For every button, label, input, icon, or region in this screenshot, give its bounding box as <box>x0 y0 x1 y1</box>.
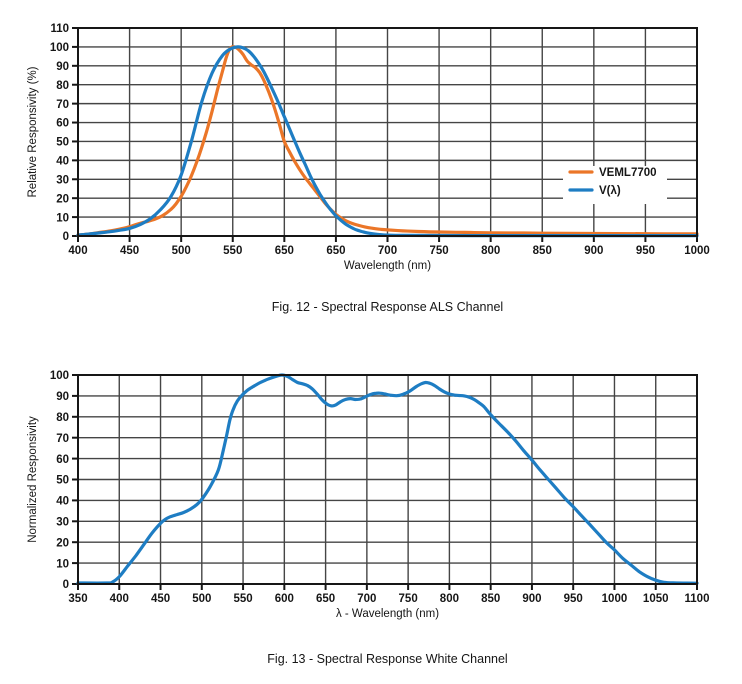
y-tick-label: 50 <box>56 137 69 149</box>
x-tick-label: 900 <box>522 593 541 605</box>
x-tick-label: 750 <box>429 245 448 257</box>
y-axis-title: Relative Responsivity (%) <box>27 66 39 197</box>
y-tick-label: 0 <box>63 231 69 243</box>
x-tick-label: 400 <box>68 245 87 257</box>
x-tick-label: 750 <box>399 593 418 605</box>
x-tick-label: 400 <box>110 593 129 605</box>
y-tick-label: 50 <box>56 475 69 487</box>
y-tick-label: 100 <box>50 42 69 54</box>
x-axis-title: λ - Wavelength (nm) <box>336 608 439 620</box>
y-tick-label: 70 <box>56 433 69 445</box>
x-tick-label: 350 <box>68 593 87 605</box>
x-tick-label: 1000 <box>602 593 628 605</box>
y-tick-label: 90 <box>56 391 69 403</box>
y-tick-label: 0 <box>63 579 69 591</box>
legend-label: V(λ) <box>599 185 621 197</box>
x-tick-label: 550 <box>233 593 252 605</box>
x-tick-label: 900 <box>584 245 603 257</box>
x-tick-label: 650 <box>316 593 335 605</box>
x-tick-label: 800 <box>440 593 459 605</box>
y-tick-label: 60 <box>56 118 69 130</box>
y-tick-label: 10 <box>56 212 69 224</box>
y-tick-label: 20 <box>56 537 69 549</box>
x-tick-label: 550 <box>223 245 242 257</box>
x-tick-label: 700 <box>378 245 397 257</box>
series-group <box>76 373 699 585</box>
y-tick-label: 100 <box>50 370 69 382</box>
series-group <box>76 45 699 238</box>
series-line-blue <box>76 373 699 585</box>
x-tick-label: 500 <box>192 593 211 605</box>
x-tick-label: 1000 <box>684 245 710 257</box>
series-line-orange <box>76 45 699 237</box>
y-tick-label: 90 <box>56 61 69 73</box>
fig12-caption: Fig. 12 - Spectral Response ALS Channel <box>271 300 504 314</box>
x-tick-label: 500 <box>172 245 191 257</box>
y-tick-label: 10 <box>56 558 69 570</box>
y-axis-title: Normalized Responsivity <box>27 416 39 543</box>
x-tick-label: 1050 <box>643 593 669 605</box>
plot-frame <box>77 27 698 237</box>
x-tick-label: 850 <box>481 593 500 605</box>
x-tick-label: 600 <box>275 593 294 605</box>
x-tick-label: 450 <box>151 593 170 605</box>
x-tick-label: 1100 <box>685 593 710 605</box>
series-line-blue <box>76 45 699 238</box>
fig13-caption: Fig. 13 - Spectral Response White Channe… <box>267 652 508 666</box>
x-tick-label: 800 <box>481 245 500 257</box>
fig13-spectral-response-white-chart: 350 400 450 500 550 600 650 700 750 800 850 900 950 1… <box>27 370 710 620</box>
y-tick-label: 80 <box>56 412 69 424</box>
x-tick-label: 650 <box>275 245 294 257</box>
x-tick-label: 700 <box>357 593 376 605</box>
x-tick-label: 650 <box>326 245 345 257</box>
plot-frame <box>77 374 698 585</box>
x-axis-title: Wavelength (nm) <box>344 260 431 272</box>
x-tick-label: 950 <box>636 245 655 257</box>
y-tick-label: 20 <box>56 193 69 205</box>
y-tick-label: 60 <box>56 454 69 466</box>
x-tick-label: 950 <box>564 593 583 605</box>
y-tick-label: 40 <box>56 496 69 508</box>
legend-label: VEML7700 <box>599 167 657 179</box>
x-tick-label: 450 <box>120 245 139 257</box>
fig12-spectral-response-als-chart: 400 450 500 550 650 650 700 750 800 850 900 950 1000… <box>27 23 710 272</box>
x-tick-label: 850 <box>533 245 552 257</box>
y-tick-label: 30 <box>56 517 69 529</box>
y-tick-label: 40 <box>56 156 69 168</box>
y-tick-label: 30 <box>56 174 69 186</box>
y-tick-label: 80 <box>56 80 69 92</box>
y-tick-label: 110 <box>50 23 69 35</box>
y-tick-label: 70 <box>56 99 69 111</box>
